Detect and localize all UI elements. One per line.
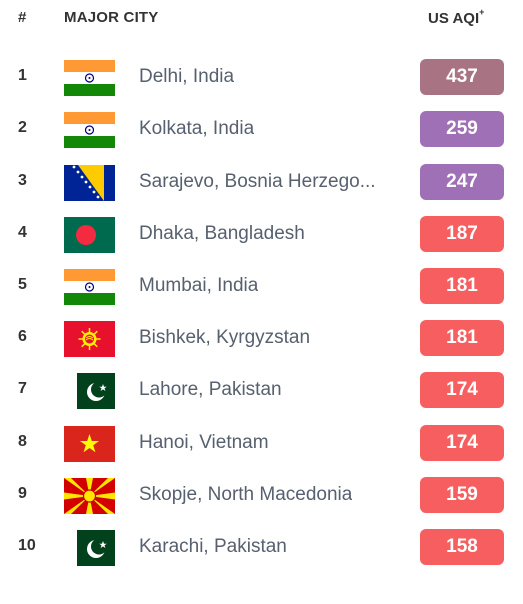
city-name[interactable]: Dhaka, Bangladesh xyxy=(139,223,305,244)
pakistan-flag-icon xyxy=(77,530,115,566)
bangladesh-flag-icon xyxy=(64,217,115,253)
table-row[interactable]: 5 Mumbai, India 181 xyxy=(0,261,523,313)
row-rank: 3 xyxy=(18,172,27,189)
row-rank: 2 xyxy=(18,119,27,136)
aqi-column-header[interactable]: US AQI+ xyxy=(428,7,485,27)
aqi-badge: 187 xyxy=(420,216,504,252)
north-macedonia-flag-icon xyxy=(64,478,115,514)
city-name[interactable]: Delhi, India xyxy=(139,66,235,87)
row-rank: 10 xyxy=(18,537,36,554)
city-name[interactable]: Sarajevo, Bosnia Herzego... xyxy=(139,171,376,192)
city-name[interactable]: Kolkata, India xyxy=(139,118,255,139)
city-name[interactable]: Bishkek, Kyrgyzstan xyxy=(139,327,311,348)
table-row[interactable]: 8 Hanoi, Vietnam 174 xyxy=(0,418,523,470)
kyrgyzstan-flag-icon xyxy=(64,321,115,357)
aqi-badge: 174 xyxy=(420,425,504,461)
table-row[interactable]: 6 Bishkek, Kyrgyzstan 181 xyxy=(0,313,523,365)
city-name[interactable]: Lahore, Pakistan xyxy=(139,379,282,400)
aqi-badge: 437 xyxy=(420,59,504,95)
city-name[interactable]: Hanoi, Vietnam xyxy=(139,432,269,453)
bosnia-flag-icon xyxy=(64,165,115,201)
aqi-badge: 259 xyxy=(420,111,504,147)
table-header: # MAJOR CITY US AQI+ xyxy=(0,0,523,40)
table-row[interactable]: 10 Karachi, Pakistan 158 xyxy=(0,522,523,574)
aqi-column-header-superscript: + xyxy=(479,7,485,17)
row-rank: 9 xyxy=(18,485,27,502)
table-row[interactable]: 3 Sarajevo, Bosnia Herzego... 247 xyxy=(0,157,523,209)
india-flag-icon xyxy=(64,269,115,305)
table-row[interactable]: 4 Dhaka, Bangladesh 187 xyxy=(0,209,523,261)
city-name[interactable]: Mumbai, India xyxy=(139,275,259,296)
aqi-badge: 181 xyxy=(420,268,504,304)
india-flag-icon xyxy=(64,60,115,96)
table-row[interactable]: 9 Skopje, North Macedonia 159 xyxy=(0,470,523,522)
city-name[interactable]: Skopje, North Macedonia xyxy=(139,484,353,505)
city-name[interactable]: Karachi, Pakistan xyxy=(139,536,287,557)
row-rank: 1 xyxy=(18,67,27,84)
vietnam-flag-icon xyxy=(64,426,115,462)
rank-column-header: # xyxy=(18,9,27,26)
table-row[interactable]: 7 Lahore, Pakistan 174 xyxy=(0,365,523,417)
row-rank: 4 xyxy=(18,224,27,241)
aqi-badge: 181 xyxy=(420,320,504,356)
pakistan-flag-icon xyxy=(77,373,115,409)
city-column-header: MAJOR CITY xyxy=(64,9,159,26)
aqi-badge: 247 xyxy=(420,164,504,200)
table-row[interactable]: 2 Kolkata, India 259 xyxy=(0,104,523,156)
india-flag-icon xyxy=(64,112,115,148)
aqi-badge: 174 xyxy=(420,372,504,408)
aqi-badge: 158 xyxy=(420,529,504,565)
row-rank: 7 xyxy=(18,380,27,397)
aqi-badge: 159 xyxy=(420,477,504,513)
row-rank: 6 xyxy=(18,328,27,345)
row-rank: 8 xyxy=(18,433,27,450)
aqi-column-header-label: US AQI xyxy=(428,10,480,27)
table-row[interactable]: 1 Delhi, India 437 xyxy=(0,52,523,104)
row-rank: 5 xyxy=(18,276,27,293)
